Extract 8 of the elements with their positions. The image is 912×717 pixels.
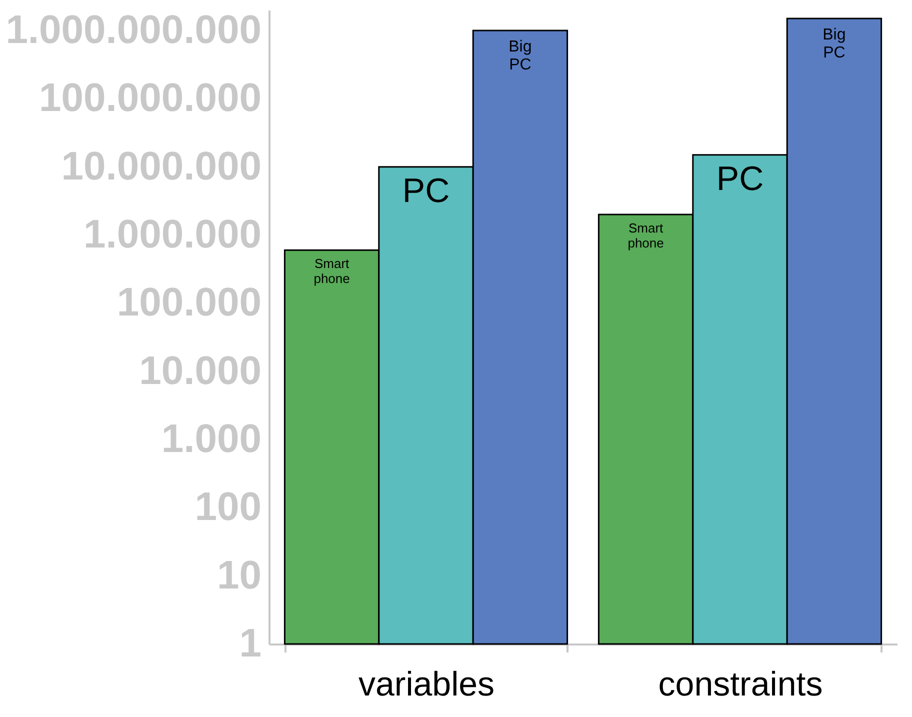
text: PC — [716, 160, 764, 198]
text: Big PC — [508, 38, 532, 74]
series-label: Big PC — [822, 26, 846, 62]
series-label: PC — [402, 172, 450, 210]
x-tick-label: variables — [358, 666, 495, 704]
x-tick-label: constraints — [658, 666, 823, 704]
series-label: Smart phone — [314, 256, 350, 286]
text: Smart phone — [628, 220, 664, 250]
